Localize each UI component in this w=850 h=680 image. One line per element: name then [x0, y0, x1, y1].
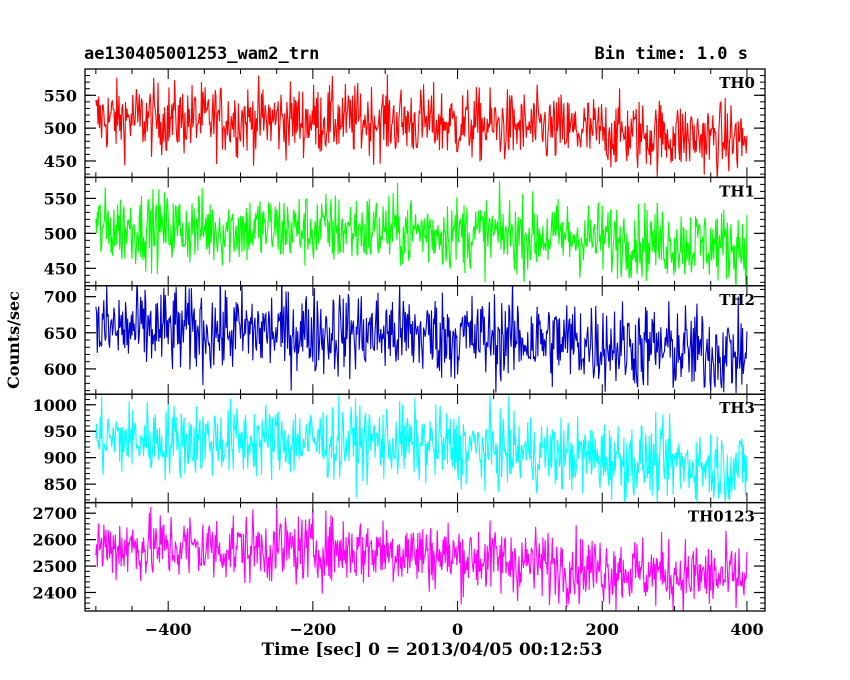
panel-label: TH2	[719, 291, 755, 309]
y-tick-label: 450	[44, 152, 77, 171]
chart-title: ae130405001253_wam2_trn	[84, 44, 320, 64]
bin-time-label: Bin time: 1.0 s	[594, 44, 748, 64]
y-tick-label: 950	[44, 422, 77, 441]
panels-group: 450 500 550 TH0 450 500 550 TH1 600 650 700 TH2 850 9…	[32, 68, 766, 639]
panel-th1: 450 500 550 TH1	[44, 176, 766, 287]
series-th0	[95, 74, 748, 178]
panel-frame	[84, 285, 766, 395]
x-tick-label: 0	[452, 620, 463, 639]
x-axis-label: Time [sec] 0 = 2013/04/05 00:12:53	[262, 640, 603, 660]
panel-th0: 450 500 550 TH0	[44, 68, 766, 179]
y-axis-label: Counts/sec	[4, 291, 23, 389]
panel-label: TH0	[719, 74, 755, 92]
y-tick-label: 850	[44, 475, 77, 494]
y-tick-label: 650	[44, 324, 77, 343]
y-tick-label: 500	[44, 119, 77, 138]
panel-label: TH0123	[688, 508, 755, 526]
y-tick-label: 600	[44, 360, 77, 379]
series-th0123	[95, 506, 748, 612]
y-tick-label: 550	[44, 86, 77, 105]
panel-th2: 600 650 700 TH2	[44, 285, 766, 395]
y-tick-label: 700	[44, 288, 77, 307]
x-tick-label: 200	[586, 620, 619, 639]
y-tick-label: 2700	[32, 504, 77, 523]
y-tick-label: 2600	[32, 531, 77, 550]
panel-frame	[84, 501, 766, 612]
y-tick-label: 450	[44, 259, 77, 278]
panel-label: TH1	[719, 182, 755, 200]
panel-th0123: 2400 2500 2600 2700 TH0123	[32, 501, 766, 612]
x-tick-label: 400	[730, 620, 763, 639]
x-tick-label: −400	[145, 620, 192, 639]
panel-label: TH3	[719, 399, 755, 417]
series-th1	[95, 180, 748, 286]
series-th2	[95, 285, 748, 393]
y-tick-label: 2400	[32, 583, 77, 602]
y-tick-label: 500	[44, 224, 77, 243]
series-th3	[95, 395, 748, 503]
panel-th3: 850 900 950 1000 TH3	[32, 393, 766, 504]
y-tick-label: 550	[44, 189, 77, 208]
y-tick-label: 1000	[32, 396, 77, 415]
y-tick-label: 900	[44, 449, 77, 468]
x-tick-label: −200	[289, 620, 336, 639]
y-tick-label: 2500	[32, 557, 77, 576]
